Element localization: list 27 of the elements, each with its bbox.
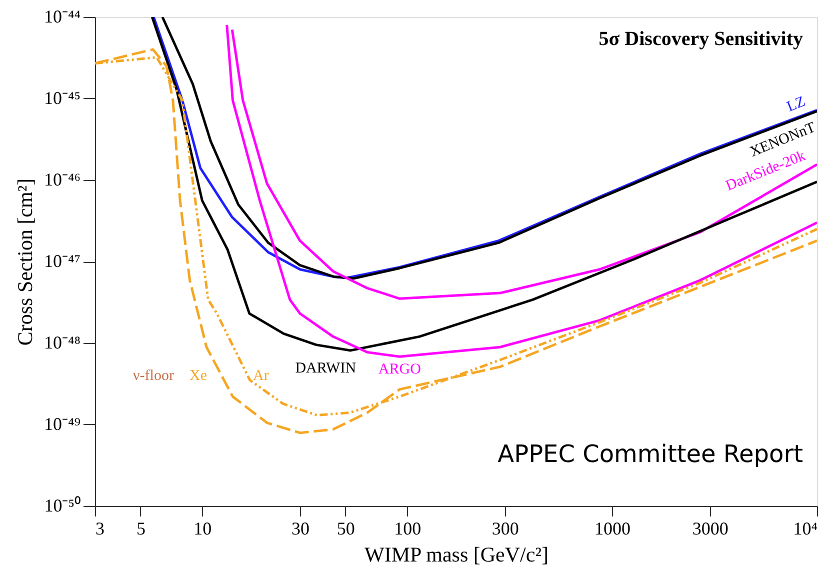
x-tick-label: 10 [194,518,212,538]
y-tick-label: 10⁻⁴⁷ [44,251,80,271]
text: LZ [784,94,808,116]
x-tick-label: 30 [291,518,310,538]
x-tick-label: 10⁴ [793,518,818,538]
text: 5σ Discovery Sensitivity [598,28,803,50]
y-tick-label: 10⁻⁴⁹ [44,414,80,434]
annotation: APPEC Committee Report [498,440,803,468]
x-tick-label: 100 [394,518,422,538]
x-axis-title: WIMP mass [GeV/c²] [364,542,548,566]
annotation: ν-floor [133,368,174,384]
y-tick-label: 10⁻⁵⁰ [44,496,80,516]
x-tick-label: 3 [96,518,104,538]
series-label: DARWIN [295,360,356,376]
y-tick-label: 10⁻⁴⁴ [44,6,80,26]
series-label: Ar [253,368,269,384]
x-tick-label: 1000 [594,518,631,538]
x-tick-label: 5 [136,518,146,538]
x-tick-label: 50 [336,518,355,538]
y-tick-label: 10⁻⁴⁵ [44,88,80,108]
series-label: Xe [190,368,208,384]
x-tick-label: 3000 [692,518,728,538]
y-axis-title: Cross Section [cm²] [12,178,37,346]
y-tick-label: 10⁻⁴⁶ [44,170,80,190]
x-tick-label: 300 [492,518,519,538]
series-label: ARGO [378,362,422,378]
y-tick-label: 10⁻⁴⁸ [44,332,80,352]
